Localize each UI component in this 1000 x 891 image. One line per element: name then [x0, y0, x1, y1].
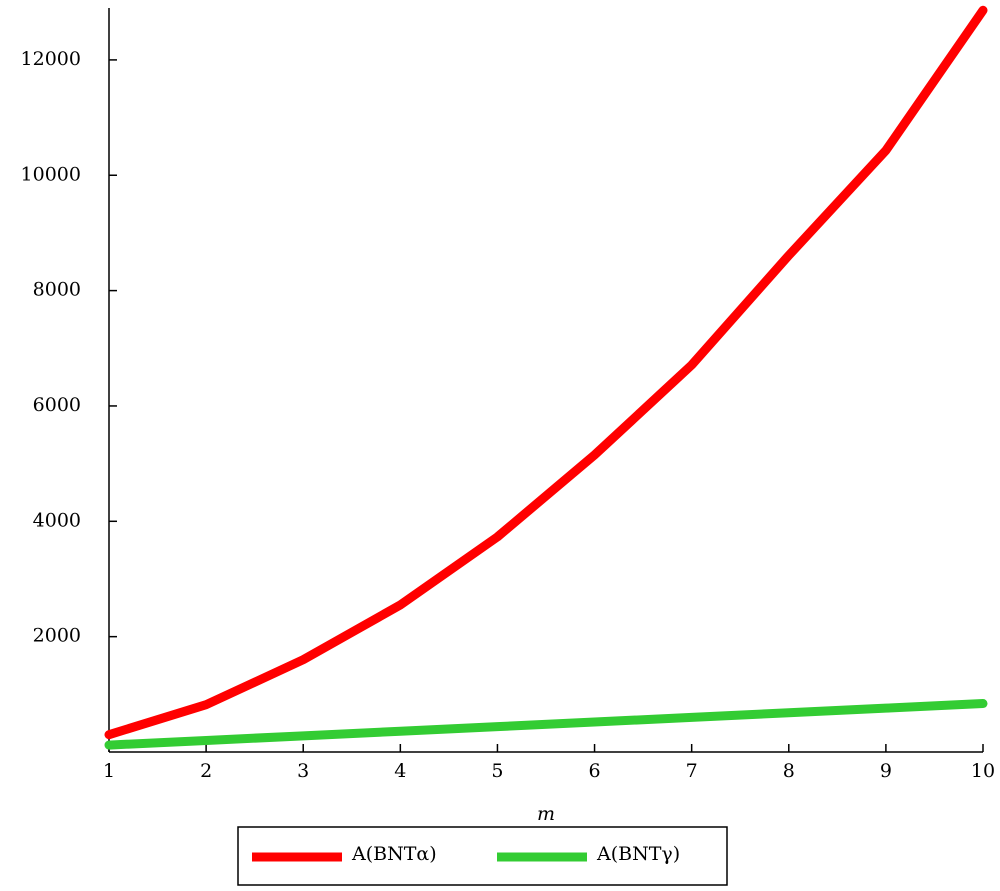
x-tick-label: 3	[297, 760, 309, 782]
y-tick-label: 10000	[21, 163, 81, 185]
x-tick-label: 2	[200, 760, 212, 782]
series-line	[104, 699, 988, 750]
x-tick-label: 5	[491, 760, 503, 782]
legend-label: A(BNTγ)	[596, 843, 680, 865]
y-tick-label: 4000	[33, 509, 81, 531]
x-tick-label: 10	[971, 760, 995, 782]
x-tick-label: 6	[589, 760, 601, 782]
x-tick-label: 7	[686, 760, 698, 782]
y-tick-label: 6000	[33, 394, 81, 416]
y-tick-label: 12000	[21, 48, 81, 70]
x-axis-label: m	[537, 803, 555, 825]
series-line	[104, 5, 988, 740]
legend-label: A(BNTα)	[351, 843, 437, 865]
x-tick-label: 8	[783, 760, 795, 782]
x-tick-label: 9	[880, 760, 892, 782]
x-tick-label: 4	[394, 760, 406, 782]
y-tick-label: 2000	[33, 625, 81, 647]
x-tick-label: 1	[103, 760, 115, 782]
y-tick-label: 8000	[33, 279, 81, 301]
